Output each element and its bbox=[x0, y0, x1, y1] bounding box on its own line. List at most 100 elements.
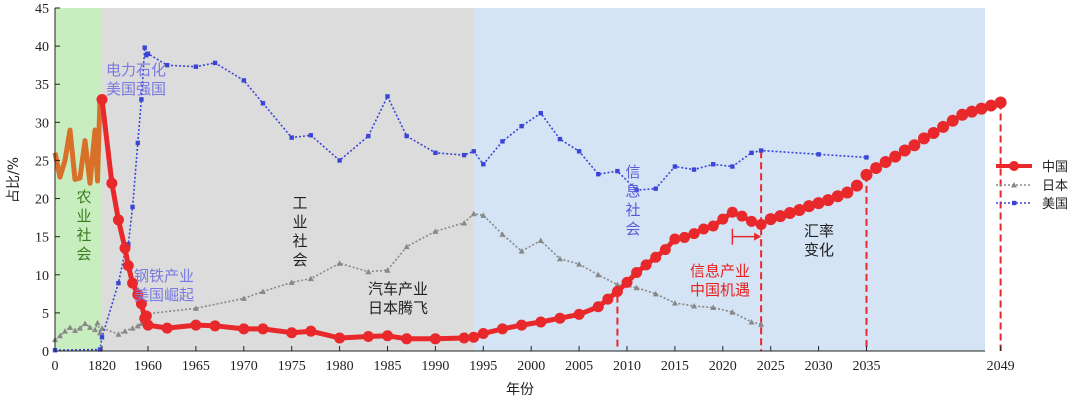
era-band bbox=[102, 8, 474, 351]
data-point bbox=[115, 331, 122, 337]
data-point bbox=[499, 231, 506, 237]
data-point bbox=[365, 268, 372, 275]
data-point bbox=[212, 60, 218, 66]
data-point bbox=[975, 102, 988, 115]
data-point bbox=[691, 167, 697, 172]
data-point bbox=[793, 203, 806, 216]
legend-marker bbox=[1009, 161, 1019, 171]
data-point bbox=[241, 78, 246, 83]
y-tick-label: 25 bbox=[35, 154, 49, 169]
data-point bbox=[672, 164, 678, 169]
era-label: 社 bbox=[625, 201, 640, 219]
data-point bbox=[401, 333, 413, 345]
data-point bbox=[238, 323, 250, 335]
era-band bbox=[473, 8, 985, 351]
era-label: 业 bbox=[76, 207, 91, 225]
data-point bbox=[99, 325, 105, 331]
data-point bbox=[336, 260, 343, 266]
y-tick-label: 0 bbox=[42, 345, 49, 360]
data-point bbox=[615, 168, 620, 174]
series-日本 bbox=[52, 210, 765, 343]
data-point bbox=[554, 312, 566, 324]
data-point bbox=[965, 105, 978, 118]
data-point bbox=[307, 275, 314, 282]
era-label: 息 bbox=[625, 182, 640, 200]
data-point bbox=[917, 132, 930, 145]
era-label: 会 bbox=[625, 220, 640, 238]
data-point bbox=[576, 261, 583, 267]
data-point bbox=[927, 127, 940, 140]
data-point bbox=[634, 187, 639, 193]
annotation-label: 信息产业 bbox=[690, 262, 750, 280]
data-point bbox=[688, 228, 700, 240]
data-point bbox=[822, 194, 835, 207]
data-point bbox=[671, 299, 678, 306]
annotation-label: 美国强国 bbox=[106, 80, 166, 98]
data-point bbox=[864, 155, 869, 160]
data-point bbox=[471, 149, 476, 154]
data-point bbox=[106, 177, 118, 189]
data-point bbox=[116, 280, 121, 286]
x-tick-label: 1985 bbox=[374, 359, 402, 374]
data-point bbox=[500, 139, 505, 144]
data-point bbox=[461, 219, 468, 226]
x-tick-label: 2030 bbox=[805, 359, 833, 374]
data-point bbox=[433, 150, 438, 156]
data-point bbox=[72, 327, 78, 333]
y-tick-label: 40 bbox=[35, 40, 49, 55]
x-tick-label: 2049 bbox=[987, 359, 1015, 374]
data-point bbox=[145, 51, 151, 56]
data-point bbox=[87, 324, 93, 330]
data-point bbox=[193, 64, 199, 69]
y-axis-title: 占比/% bbox=[6, 157, 22, 203]
data-point bbox=[96, 93, 108, 105]
data-point bbox=[161, 322, 173, 334]
data-point bbox=[764, 213, 777, 226]
data-point bbox=[595, 271, 602, 278]
data-point bbox=[122, 260, 134, 272]
data-point bbox=[190, 319, 202, 331]
x-tick-label: 2005 bbox=[565, 359, 593, 374]
x-tick-label: 0 bbox=[52, 359, 59, 374]
data-point bbox=[596, 171, 601, 177]
data-point bbox=[139, 97, 144, 102]
x-tick-label: 1995 bbox=[469, 359, 497, 374]
data-point bbox=[631, 266, 643, 278]
data-point bbox=[652, 290, 659, 297]
data-point bbox=[691, 303, 698, 309]
data-point bbox=[468, 331, 480, 343]
data-point bbox=[516, 319, 528, 331]
data-point bbox=[841, 186, 854, 199]
x-tick-label: 1990 bbox=[421, 359, 449, 374]
data-point bbox=[557, 136, 563, 142]
data-point bbox=[816, 152, 821, 157]
data-point bbox=[698, 223, 710, 235]
data-point bbox=[57, 332, 63, 339]
data-point bbox=[758, 321, 765, 327]
data-point bbox=[860, 168, 873, 181]
data-point bbox=[592, 301, 604, 313]
annotation-label: 钢铁产业 bbox=[134, 267, 194, 285]
data-point bbox=[898, 144, 911, 157]
annotation-label: 美国崛起 bbox=[134, 286, 194, 304]
data-point bbox=[97, 347, 103, 352]
data-point bbox=[519, 123, 524, 129]
data-point bbox=[458, 332, 470, 344]
data-point bbox=[337, 158, 342, 163]
data-point bbox=[653, 186, 658, 191]
data-point bbox=[288, 279, 295, 285]
data-point bbox=[538, 110, 543, 116]
data-point bbox=[537, 237, 544, 243]
data-point bbox=[129, 325, 136, 331]
data-point bbox=[707, 220, 719, 232]
data-point bbox=[650, 251, 662, 263]
x-tick-label: 2015 bbox=[661, 359, 689, 374]
data-point bbox=[659, 244, 671, 256]
exchange-arrow-head bbox=[754, 232, 762, 241]
data-point bbox=[99, 335, 105, 340]
data-point bbox=[736, 210, 748, 222]
data-point bbox=[308, 133, 314, 138]
series-line-early bbox=[52, 99, 103, 186]
